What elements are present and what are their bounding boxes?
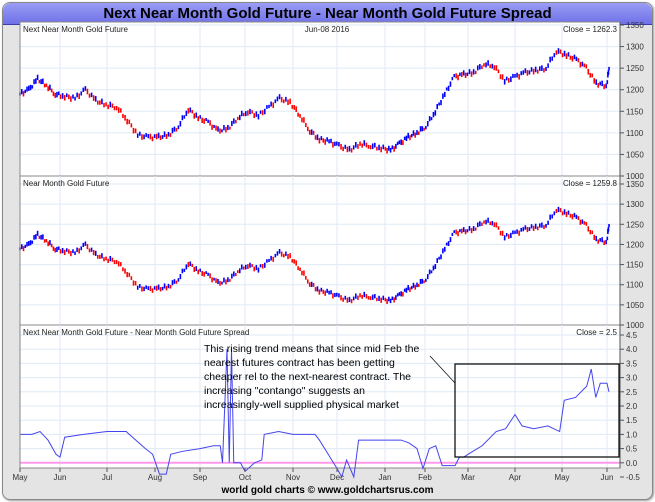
x-tick-label: Nov — [286, 473, 300, 482]
y-tick-label: 1000 — [626, 321, 644, 330]
x-tick-label: Oct — [239, 473, 252, 482]
close-label: Close = 2.5 — [576, 328, 617, 337]
x-tick-label: May — [12, 473, 27, 482]
panel-title: Next Near Month Gold Future — [23, 25, 128, 34]
annotation-text: This rising trend means that since mid F… — [204, 343, 420, 355]
annotation-text: cheaper rel to the next-nearest contract… — [204, 371, 411, 383]
y-tick-label: 4.5 — [626, 331, 638, 340]
footer-credit: world gold charts © www.goldchartsrus.co… — [221, 485, 434, 496]
y-tick-label: 1250 — [626, 220, 644, 229]
y-tick-label: 1.0 — [626, 430, 638, 439]
y-tick-label: 1350 — [626, 180, 644, 189]
x-tick-label: Mar — [461, 473, 475, 482]
x-tick-label: Sep — [193, 473, 208, 482]
y-tick-label: 0.5 — [626, 445, 638, 454]
x-tick-label: Apr — [509, 473, 522, 482]
y-tick-label: 1350 — [626, 21, 644, 30]
y-tick-label: 1150 — [626, 261, 644, 270]
y-tick-label: 3.0 — [626, 374, 638, 383]
x-tick-label: Feb — [418, 473, 432, 482]
y-tick-label: 1150 — [626, 107, 644, 116]
y-tick-label: 1250 — [626, 64, 644, 73]
y-tick-label: 1.5 — [626, 416, 638, 425]
y-tick-label: 2.0 — [626, 402, 638, 411]
annotation-text: increasingly-well supplied physical mark… — [204, 399, 399, 411]
annotation-text: nearest futures contract has been gettin… — [204, 357, 395, 369]
x-tick-label: May — [554, 473, 569, 482]
close-label: Close = 1259.8 — [563, 179, 618, 188]
y-tick-label: 1100 — [626, 281, 644, 290]
y-tick-label: 1200 — [626, 86, 644, 95]
x-tick-label: Jul — [102, 473, 112, 482]
close-label: Close = 1262.3 — [563, 25, 618, 34]
y-tick-label: -0.5 — [626, 473, 640, 482]
spread-line — [20, 349, 610, 479]
panel-title: Near Month Gold Future — [23, 179, 110, 188]
panel-title: Next Near Month Gold Future - Near Month… — [23, 328, 249, 337]
x-tick-label: Dec — [330, 473, 344, 482]
highlight-box — [454, 363, 620, 458]
x-tick-label: Jun — [54, 473, 67, 482]
annotation-pointer — [429, 355, 456, 384]
x-tick-label: Aug — [148, 473, 162, 482]
y-tick-label: 0.0 — [626, 459, 638, 468]
y-tick-label: 1300 — [626, 200, 644, 209]
y-tick-label: 1050 — [626, 150, 644, 159]
x-tick-label: Jun — [601, 473, 614, 482]
annotation-text: increasing "contango" suggests an — [204, 385, 365, 397]
y-tick-label: 4.0 — [626, 345, 638, 354]
x-tick-label: Jan — [379, 473, 392, 482]
y-tick-label: 1200 — [626, 240, 644, 249]
y-tick-label: 1050 — [626, 301, 644, 310]
y-tick-label: 1300 — [626, 43, 644, 52]
y-tick-label: 3.5 — [626, 359, 638, 368]
y-tick-label: 1000 — [626, 172, 644, 181]
y-tick-label: 2.5 — [626, 388, 638, 397]
date-label: Jun-08 2016 — [305, 25, 350, 34]
y-tick-label: 1100 — [626, 129, 644, 138]
